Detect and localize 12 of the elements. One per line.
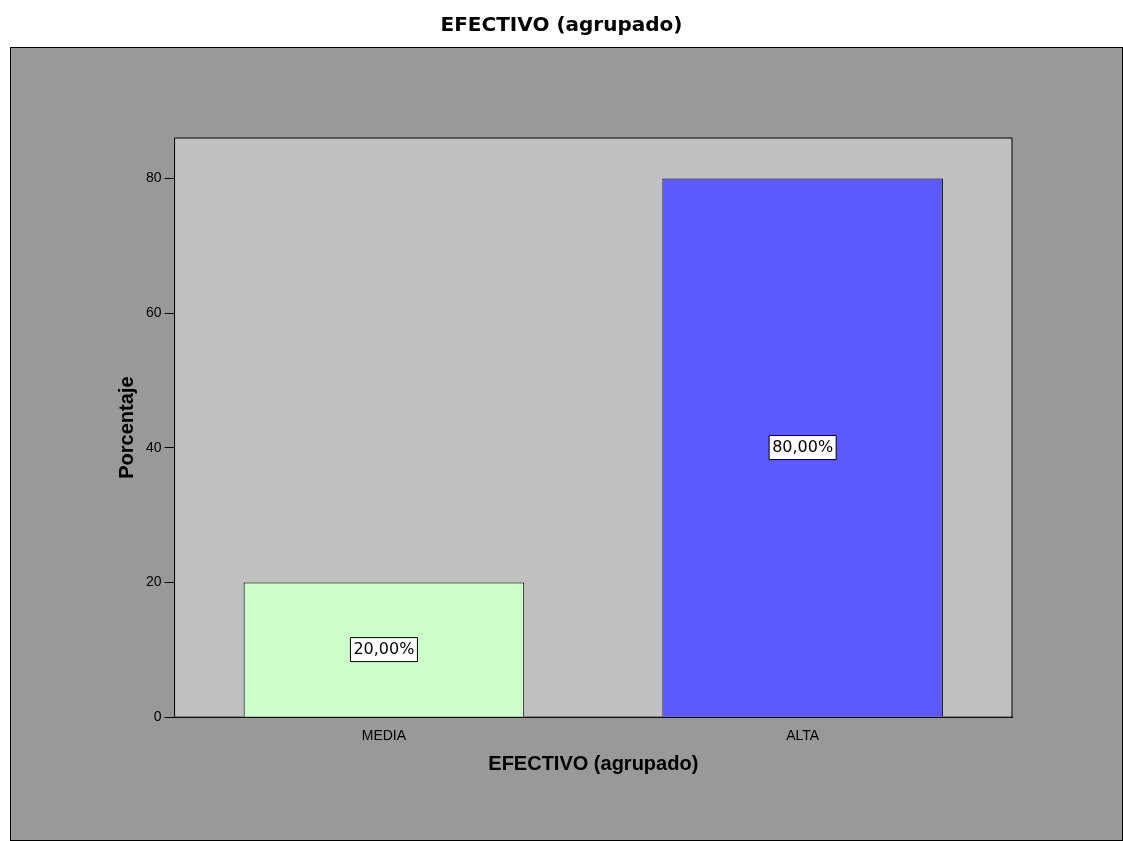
x-tick-label: ALTA [786,727,820,744]
chart-title: EFECTIVO (agrupado) [439,12,684,36]
y-tick-label: 80 [145,169,162,186]
x-axis-title: EFECTIVO (agrupado) [488,751,699,774]
y-tick-label: 0 [153,708,162,725]
y-tick-label: 60 [145,303,162,320]
x-tick-label: MEDIA [361,727,407,744]
y-tick-label: 40 [145,438,162,455]
y-axis-title: Porcentaje [114,376,137,479]
data-label: 80,00% [772,436,834,456]
y-tick-label: 20 [145,573,162,590]
data-label: 20,00% [353,638,415,658]
